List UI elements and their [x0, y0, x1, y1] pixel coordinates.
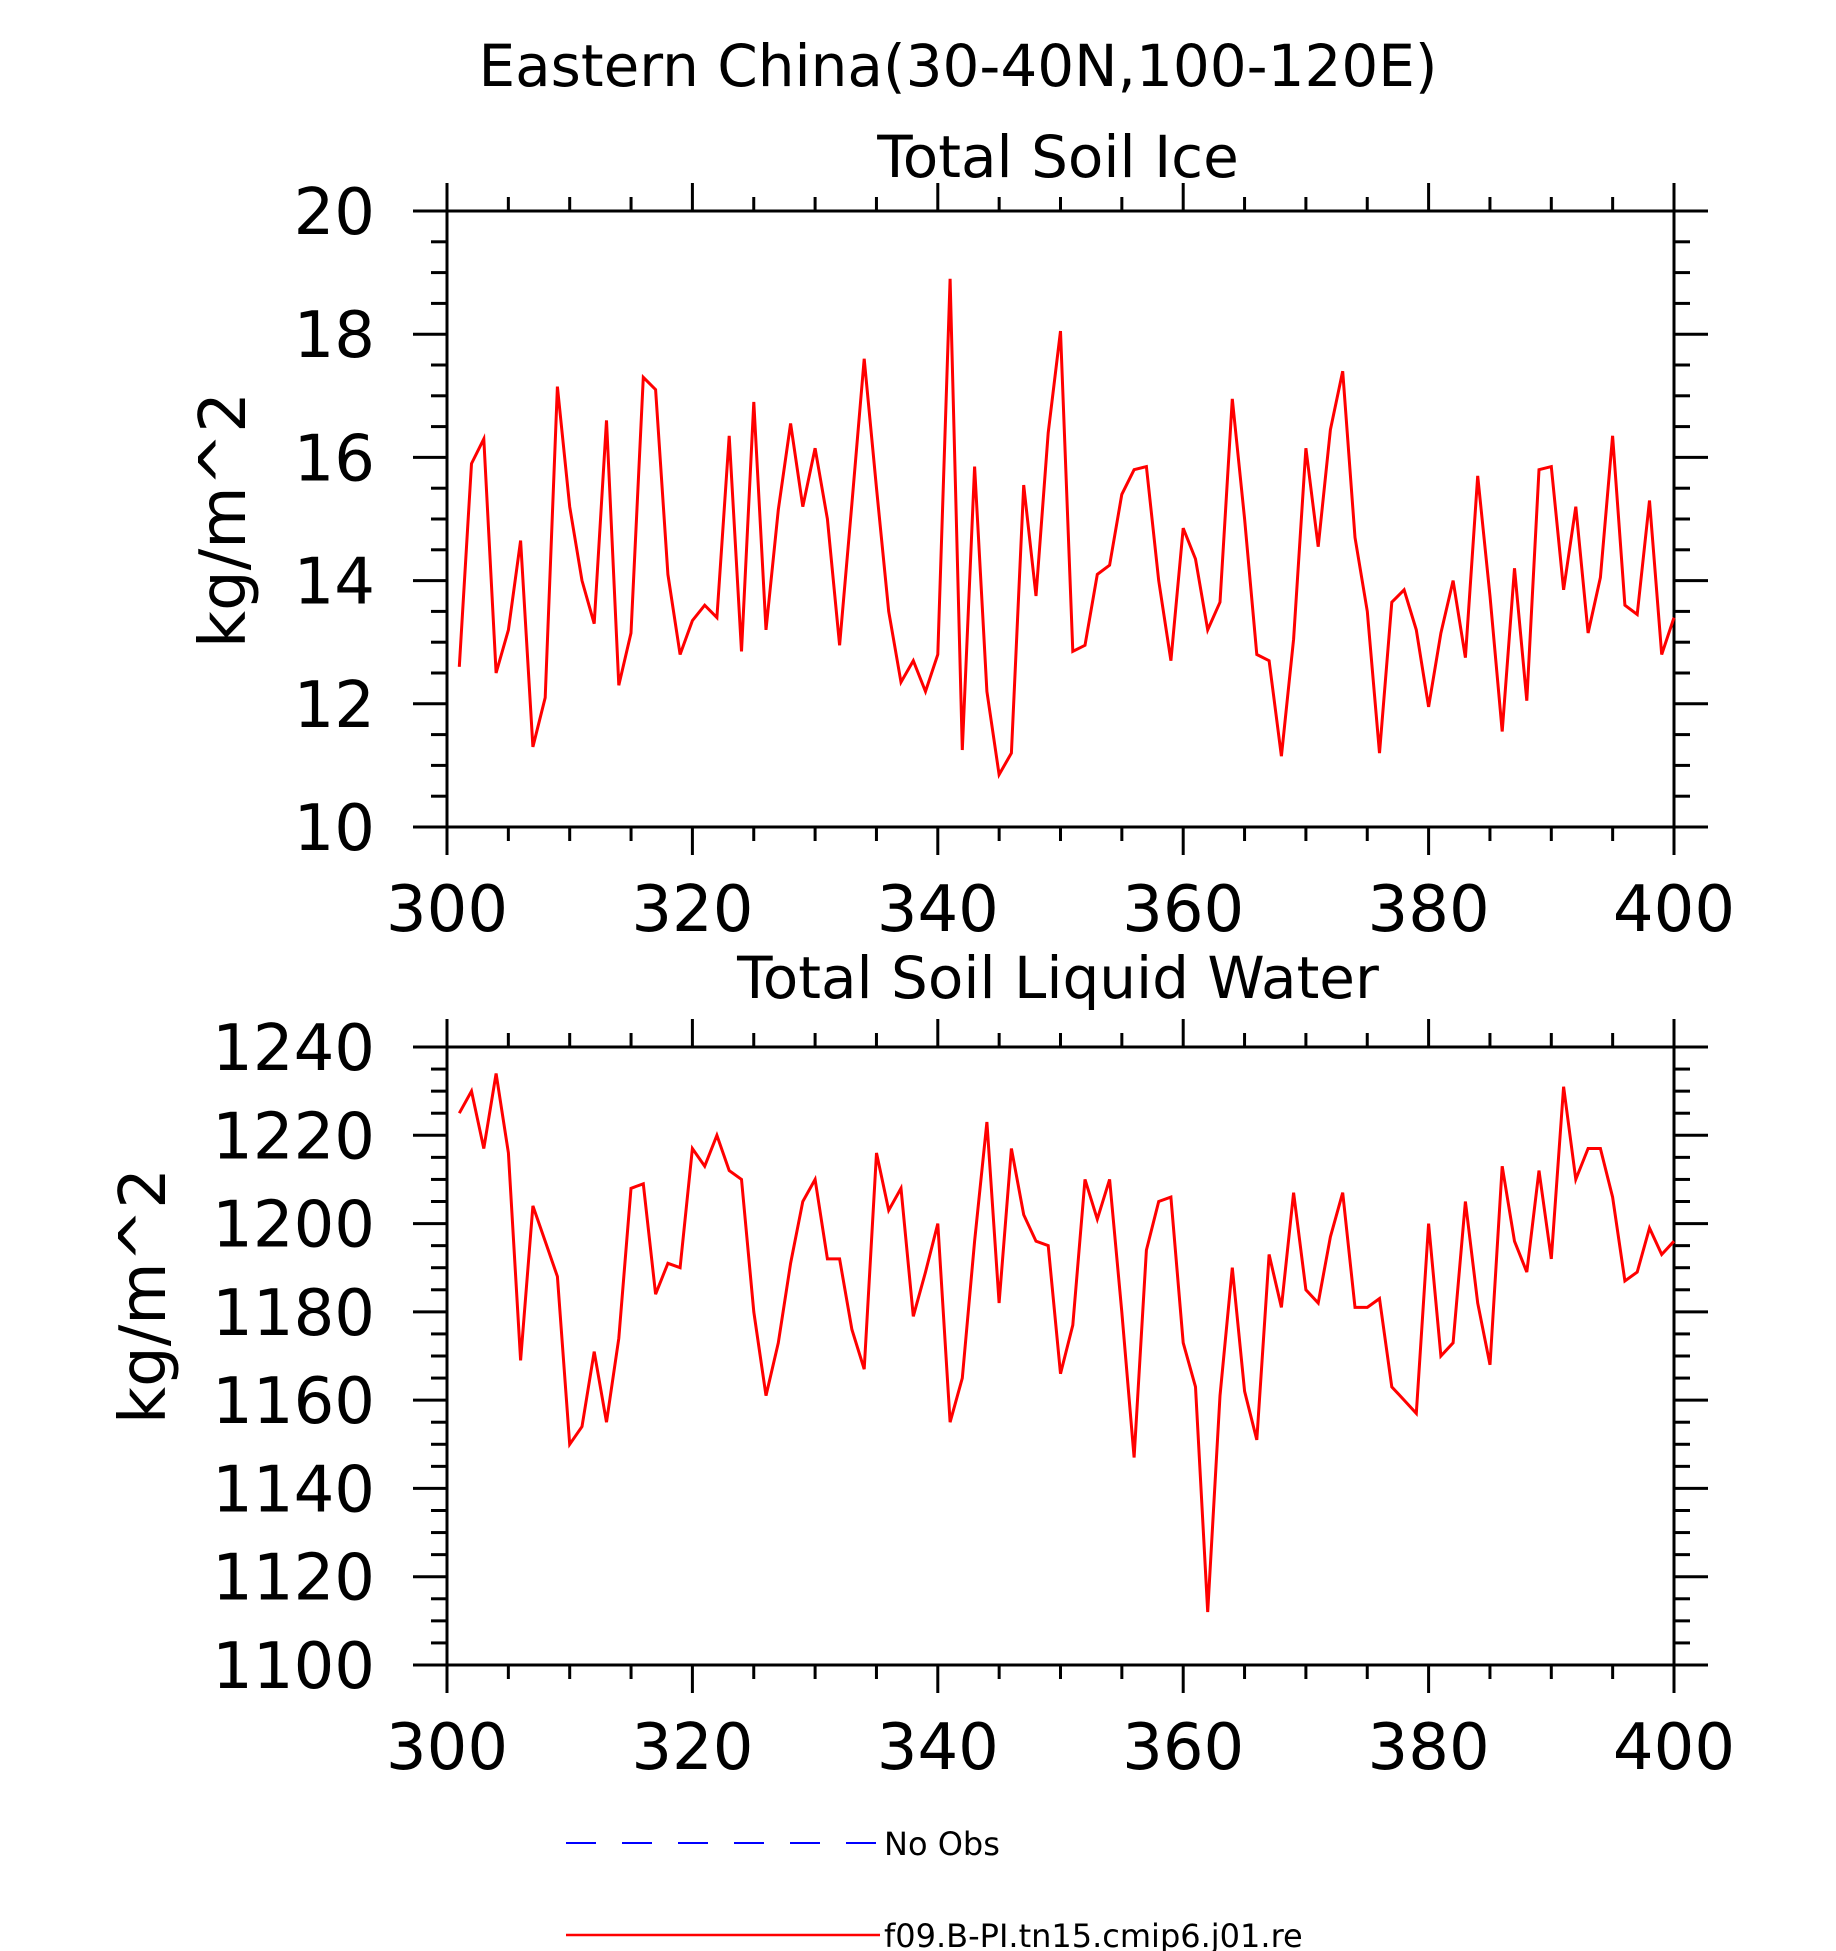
x-tick-label: 400 [1613, 1711, 1735, 1785]
x-tick-label: 360 [1122, 873, 1244, 947]
data-series-line [457, 1073, 1676, 1613]
legend-label: No Obs [884, 1825, 1000, 1863]
y-tick-label: 16 [294, 422, 375, 496]
x-tick-label: 300 [386, 873, 508, 947]
x-tick-label: 340 [877, 1711, 999, 1785]
y-tick-label: 14 [294, 546, 375, 620]
axes-frame [445, 209, 1676, 829]
y-tick-label: 12 [294, 669, 375, 743]
legend-item-no-obs: No Obs [566, 1825, 1000, 1863]
data-series-line [457, 278, 1676, 780]
chart-panel-soil-ice: Total Soil Ice kg/m^2 300 320 340 360 380 400… [187, 123, 1735, 947]
y-tick-label: 1220 [212, 1100, 375, 1174]
x-tick-label: 400 [1613, 873, 1735, 947]
y-tick-label: 1180 [212, 1277, 375, 1351]
y-tick-label: 18 [294, 299, 375, 373]
legend: No Obs f09.B-PI.tn15.cmip6.j01.re [566, 1825, 1303, 1951]
y-tick-label: 1120 [212, 1542, 375, 1616]
legend-item-model-run: f09.B-PI.tn15.cmip6.j01.re [566, 1917, 1303, 1951]
plot-area: 300 320 340 360 380 400 1100 1120 1140 1160 1180 12… [212, 1012, 1735, 1785]
y-tick-label: 1100 [212, 1630, 375, 1704]
y-tick-label: 1200 [212, 1189, 375, 1263]
y-tick-label: 10 [294, 792, 375, 866]
x-tick-label: 320 [631, 873, 753, 947]
x-tick-label: 300 [386, 1711, 508, 1785]
y-tick-label: 1140 [212, 1453, 375, 1527]
legend-label: f09.B-PI.tn15.cmip6.j01.re [884, 1917, 1303, 1951]
x-tick-label: 380 [1368, 1711, 1490, 1785]
chart-title: Total Soil Ice [876, 123, 1239, 191]
x-tick-label: 340 [877, 873, 999, 947]
y-tick-label: 1240 [212, 1012, 375, 1086]
y-axis-label: kg/m^2 [107, 1168, 181, 1424]
chart-title: Total Soil Liquid Water [736, 944, 1379, 1012]
plot-area: 300 320 340 360 380 400 10 12 14 16 18 20 [294, 176, 1736, 947]
y-tick-label: 20 [294, 176, 375, 250]
x-tick-label: 320 [631, 1711, 753, 1785]
y-axis-label: kg/m^2 [187, 392, 261, 648]
x-tick-label: 360 [1122, 1711, 1244, 1785]
y-tick-label: 1160 [212, 1365, 375, 1439]
figure-title: Eastern China(30-40N,100-120E) [478, 32, 1437, 100]
chart-panel-soil-liquid-water: Total Soil Liquid Water kg/m^2 300 320 340… [107, 944, 1735, 1785]
x-tick-label: 380 [1368, 873, 1490, 947]
